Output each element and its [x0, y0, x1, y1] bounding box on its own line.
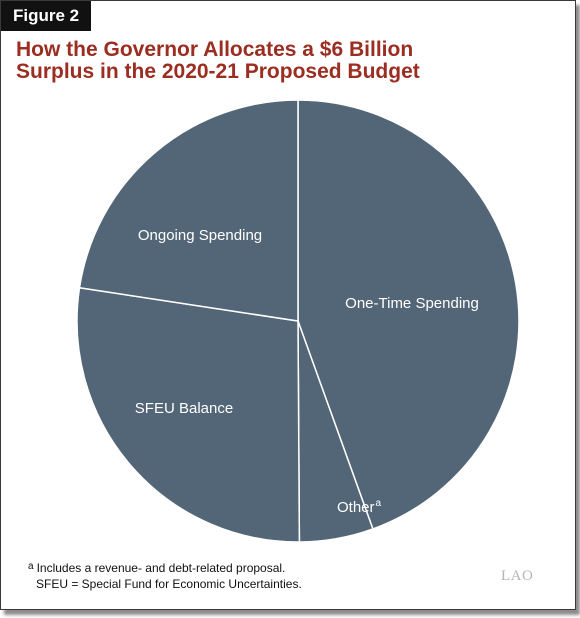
slice-label-sfeu-balance: SFEU Balance — [135, 400, 233, 417]
footnote-a-marker: a — [28, 561, 34, 572]
footnotes: a Includes a revenue- and debt-related pr… — [28, 559, 488, 592]
footnote-a-text: Includes a revenue- and debt-related pro… — [36, 561, 286, 575]
slice-label-one-time-spending: One-Time Spending — [345, 295, 479, 312]
pie-slice-one-time-spending — [297, 99, 520, 530]
chart-title-line-2: Surplus in the 2020-21 Proposed Budget — [16, 60, 420, 83]
chart-title: How the Governor Allocates a $6 Billion … — [16, 39, 556, 83]
slice-label-other: Othera — [337, 498, 382, 516]
footnote-sfeu: SFEU = Special Fund for Economic Uncerta… — [36, 577, 302, 591]
pie-slice-sfeu-balance — [76, 286, 301, 543]
slice-label-superscript: a — [376, 498, 382, 509]
slice-label-ongoing-spending: Ongoing Spending — [138, 227, 262, 244]
footnote-a: a Includes a revenue- and debt-related pr… — [28, 559, 488, 576]
pie-slice-ongoing-spending — [78, 99, 299, 322]
lao-logo: LAO — [501, 568, 534, 584]
pie-chart: One-Time Spending Othera SFEU Balance Ongoi… — [76, 99, 520, 543]
figure-label: Figure 2 — [1, 1, 92, 31]
chart-title-line-1: How the Governor Allocates a $6 Billion — [16, 38, 414, 61]
